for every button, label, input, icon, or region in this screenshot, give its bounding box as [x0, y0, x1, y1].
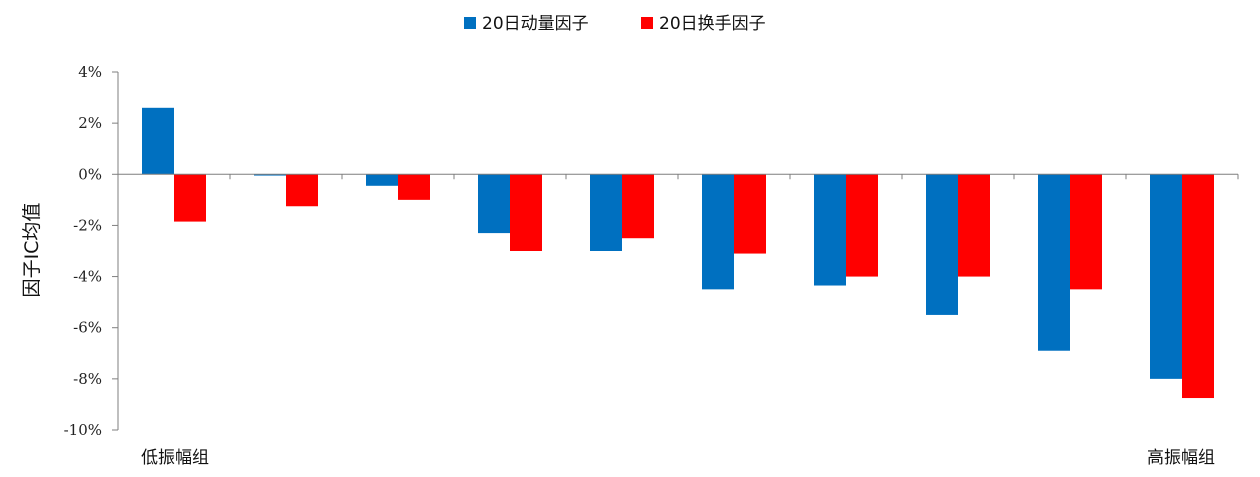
bar-turnover-5: [622, 174, 654, 239]
legend: 20日动量因子 20日换手因子: [464, 14, 766, 34]
y-tick-label: 4%: [78, 63, 102, 81]
bar-momentum-3: [366, 174, 398, 186]
y-tick-label: -8%: [73, 370, 102, 388]
bar-momentum-7: [814, 174, 846, 286]
bar-momentum-6: [702, 174, 734, 290]
bar-turnover-3: [398, 174, 430, 200]
bar-momentum-1: [142, 107, 174, 175]
bar-turnover-9: [1070, 174, 1102, 290]
y-tick-label: -10%: [64, 421, 102, 439]
legend-swatch-momentum: [464, 17, 476, 29]
y-tick-label: -6%: [73, 319, 102, 337]
y-tick-label: -2%: [73, 216, 102, 234]
bar-momentum-9: [1038, 174, 1070, 351]
y-tick-label: -4%: [73, 268, 102, 286]
y-axis-label: 因子IC均值: [21, 203, 43, 298]
y-tick-label: 2%: [78, 114, 102, 132]
y-tick-label: 0%: [78, 165, 102, 183]
bar-turnover-10: [1182, 174, 1214, 399]
bar-momentum-4: [478, 174, 510, 234]
bar-turnover-2: [286, 174, 318, 207]
legend-swatch-turnover: [641, 17, 653, 29]
bars: [142, 107, 1214, 399]
bar-turnover-6: [734, 174, 766, 254]
category-label-low: 低振幅组: [141, 448, 209, 468]
bar-momentum-8: [926, 174, 958, 315]
bar-turnover-7: [846, 174, 878, 277]
legend-label-momentum: 20日动量因子: [482, 14, 589, 34]
bar-momentum-5: [590, 174, 622, 251]
legend-label-turnover: 20日换手因子: [659, 14, 766, 34]
bar-turnover-1: [174, 174, 206, 222]
category-label-high: 高振幅组: [1147, 448, 1215, 468]
bar-turnover-8: [958, 174, 990, 277]
bar-momentum-2: [254, 174, 286, 176]
bar-momentum-10: [1150, 174, 1182, 379]
y-axis-ticks: 4% 2% 0% -2% -4% -6% -8% -10%: [64, 63, 118, 439]
bar-turnover-4: [510, 174, 542, 251]
x-axis-ticks: [117, 174, 1239, 180]
